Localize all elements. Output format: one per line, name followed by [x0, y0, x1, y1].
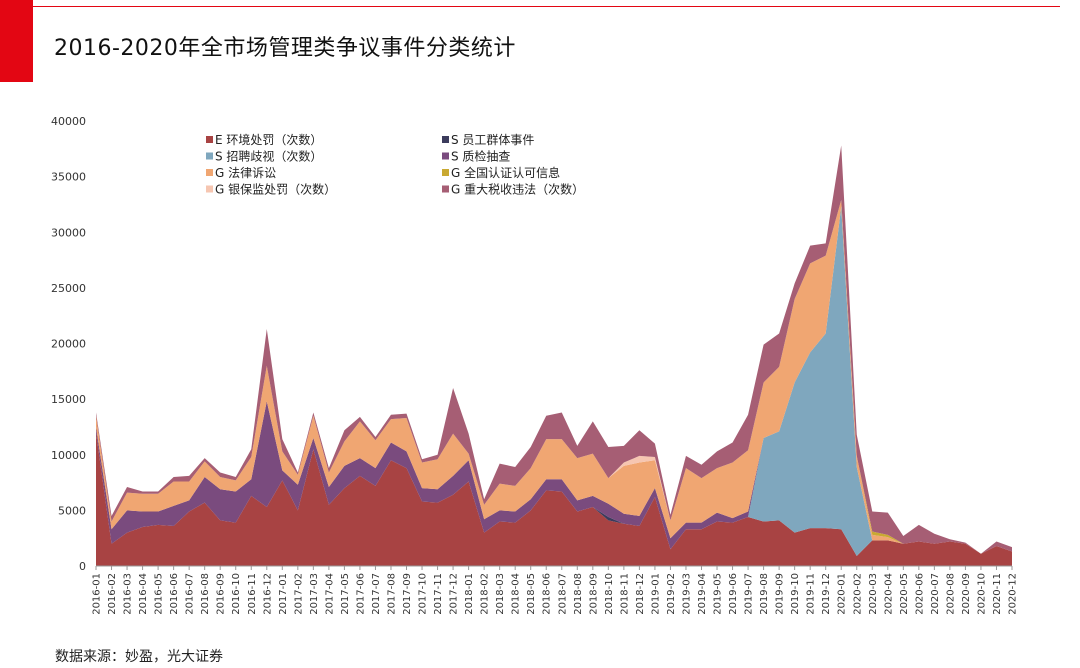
y-tick-label: 35000 [51, 171, 86, 184]
x-tick-label: 2018-03 [495, 573, 506, 615]
y-tick-label: 10000 [51, 449, 86, 462]
y-tick-label: 25000 [51, 282, 86, 295]
legend-swatch [442, 185, 449, 193]
header-rule [33, 6, 1060, 7]
x-tick-label: 2020-11 [992, 573, 1003, 615]
x-tick-label: 2016-09 [216, 573, 227, 615]
legend-swatch [442, 152, 449, 160]
x-tick-label: 2016-02 [107, 573, 118, 615]
x-tick-label: 2018-04 [511, 573, 522, 615]
legend-label: G 全国认证认可信息 [451, 165, 560, 180]
legend-swatch [206, 185, 213, 193]
x-tick-label: 2018-12 [635, 573, 646, 615]
x-tick-label: 2018-09 [588, 573, 599, 615]
x-tick-label: 2019-04 [697, 573, 708, 615]
area-series-3 [96, 206, 1012, 554]
x-tick-label: 2019-11 [806, 573, 817, 615]
x-tick-label: 2020-04 [883, 573, 894, 615]
x-tick-label: 2019-06 [728, 573, 739, 615]
x-tick-label: 2016-01 [92, 573, 103, 615]
x-tick-label: 2017-06 [355, 573, 366, 615]
axis-layer: 0 5000 10000 15000 20000 25000 30000 35000 40000… [51, 115, 1019, 615]
area-series-4 [96, 199, 1012, 554]
x-tick-label: 2020-10 [976, 573, 987, 615]
x-tick-label: 2019-09 [775, 573, 786, 615]
x-tick-label: 2018-05 [526, 573, 537, 615]
x-tick-label: 2019-10 [790, 573, 801, 615]
x-tick-label: 2016-06 [169, 573, 180, 615]
legend-label: G 重大税收违法（次数） [451, 182, 584, 197]
x-tick-label: 2018-06 [542, 573, 553, 615]
x-tick-label: 2020-06 [914, 573, 925, 615]
area-series-0 [96, 432, 1012, 566]
x-tick-label: 2017-05 [340, 573, 351, 615]
x-tick-label: 2016-08 [200, 573, 211, 615]
x-tick-label: 2016-03 [123, 573, 134, 615]
x-tick-label: 2017-02 [293, 573, 304, 615]
x-tick-label: 2019-01 [650, 573, 661, 615]
x-tick-label: 2019-07 [744, 573, 755, 615]
x-tick-label: 2018-11 [619, 573, 630, 615]
x-tick-label: 2019-12 [821, 573, 832, 615]
x-tick-label: 2018-01 [464, 573, 475, 615]
x-tick-label: 2017-08 [386, 573, 397, 615]
legend-label: G 法律诉讼 [215, 166, 276, 180]
x-tick-label: 2018-07 [557, 573, 568, 615]
x-tick-label: 2017-09 [402, 573, 413, 615]
legend-swatch [442, 169, 449, 176]
legend-label: E 环境处罚（次数） [215, 132, 322, 147]
x-tick-label: 2017-10 [418, 573, 429, 615]
area-series-2 [96, 206, 1012, 556]
y-tick-label: 15000 [51, 393, 86, 406]
legend: E 环境处罚（次数） S 员工群体事件 S 招聘歧视（次数） S 质检抽查 G 法律诉讼… [206, 132, 584, 197]
y-tick-label: 40000 [51, 115, 86, 128]
x-tick-label: 2020-02 [852, 573, 863, 615]
x-tick-label: 2017-11 [433, 573, 444, 615]
x-tick-label: 2016-05 [154, 573, 165, 615]
legend-swatch [442, 136, 449, 143]
x-tick-label: 2019-02 [666, 573, 677, 615]
data-source-note: 数据来源：妙盈，光大证券 [55, 649, 223, 665]
title-accent-bar [0, 0, 33, 82]
x-tick-label: 2017-04 [324, 573, 335, 615]
x-tick-label: 2018-10 [604, 573, 615, 615]
x-tick-label: 2020-12 [1008, 573, 1019, 615]
legend-label: S 员工群体事件 [451, 133, 534, 147]
y-tick-label: 5000 [58, 504, 86, 517]
legend-swatch [206, 152, 213, 160]
x-tick-label: 2016-11 [247, 573, 258, 615]
x-tick-label: 2017-03 [309, 573, 320, 615]
x-tick-label: 2016-10 [231, 573, 242, 615]
x-tick-label: 2018-02 [480, 573, 491, 615]
x-tick-label: 2019-05 [713, 573, 724, 615]
y-tick-label: 30000 [51, 226, 86, 239]
x-tick-label: 2019-08 [759, 573, 770, 615]
x-tick-label: 2020-01 [837, 573, 848, 615]
x-tick-label: 2018-08 [573, 573, 584, 615]
chart-title: 2016-2020年全市场管理类争议事件分类统计 [54, 36, 516, 61]
y-tick-label: 20000 [51, 338, 86, 351]
legend-swatch [206, 169, 213, 176]
x-tick-label: 2020-03 [868, 573, 879, 615]
stacked-area-chart: 0 5000 10000 15000 20000 25000 30000 35000 40000… [51, 115, 1019, 615]
x-tick-label: 2019-03 [681, 573, 692, 615]
x-tick-label: 2016-07 [185, 573, 196, 615]
series-layer [96, 145, 1012, 566]
y-tick-label: 0 [79, 560, 86, 573]
x-tick-label: 2020-07 [930, 573, 941, 615]
x-tick-label: 2017-07 [371, 573, 382, 615]
x-tick-label: 2016-04 [138, 573, 149, 615]
x-tick-label: 2016-12 [262, 573, 273, 615]
x-tick-label: 2017-12 [449, 573, 460, 615]
x-tick-label: 2020-09 [961, 573, 972, 615]
legend-label: S 质检抽查 [451, 149, 510, 164]
x-tick-label: 2020-05 [899, 573, 910, 615]
x-tick-label: 2017-01 [278, 573, 289, 615]
x-tick-label: 2020-08 [945, 573, 956, 615]
legend-swatch [206, 136, 213, 143]
legend-label: S 招聘歧视（次数） [215, 149, 322, 164]
legend-label: G 银保监处罚（次数） [215, 182, 336, 197]
